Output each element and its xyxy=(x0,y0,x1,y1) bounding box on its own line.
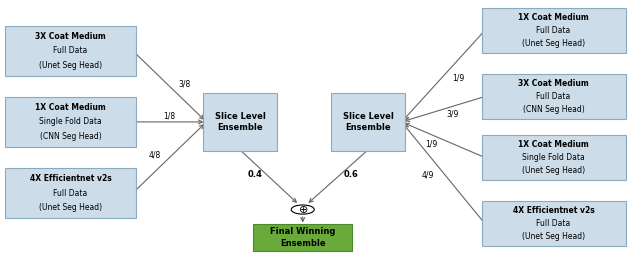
Text: Full Data: Full Data xyxy=(53,188,88,198)
Text: 4/9: 4/9 xyxy=(422,170,434,179)
Text: 3X Coat Medium: 3X Coat Medium xyxy=(35,32,106,41)
FancyBboxPatch shape xyxy=(481,135,625,180)
FancyBboxPatch shape xyxy=(253,224,352,251)
Text: 1X Coat Medium: 1X Coat Medium xyxy=(518,13,589,22)
Text: 4X Efficientnet v2s: 4X Efficientnet v2s xyxy=(513,206,595,215)
Text: 4/8: 4/8 xyxy=(148,151,161,160)
Text: (Unet Seg Head): (Unet Seg Head) xyxy=(522,166,585,175)
Text: 1/9: 1/9 xyxy=(452,74,465,83)
Text: (CNN Seg Head): (CNN Seg Head) xyxy=(523,105,584,114)
FancyBboxPatch shape xyxy=(481,8,625,53)
Text: Full Data: Full Data xyxy=(536,26,571,35)
Text: Slice Level
Ensemble: Slice Level Ensemble xyxy=(214,112,266,132)
Text: Final Winning
Ensemble: Final Winning Ensemble xyxy=(270,227,335,248)
Circle shape xyxy=(291,205,314,214)
Text: Single Fold Data: Single Fold Data xyxy=(39,117,102,126)
Text: Full Data: Full Data xyxy=(536,92,571,101)
Text: Single Fold Data: Single Fold Data xyxy=(522,153,585,162)
FancyBboxPatch shape xyxy=(481,201,625,246)
Text: 0.6: 0.6 xyxy=(344,170,359,179)
Text: 0.4: 0.4 xyxy=(248,170,263,179)
Text: (Unet Seg Head): (Unet Seg Head) xyxy=(522,232,585,241)
FancyBboxPatch shape xyxy=(4,26,136,76)
Text: 1X Coat Medium: 1X Coat Medium xyxy=(35,103,106,112)
FancyBboxPatch shape xyxy=(332,93,404,151)
Text: (Unet Seg Head): (Unet Seg Head) xyxy=(39,60,102,70)
Text: Slice Level
Ensemble: Slice Level Ensemble xyxy=(342,112,394,132)
Text: 1/8: 1/8 xyxy=(164,111,175,120)
Text: (CNN Seg Head): (CNN Seg Head) xyxy=(40,132,101,141)
Text: Full Data: Full Data xyxy=(53,46,88,55)
Text: 3/8: 3/8 xyxy=(179,80,191,88)
Text: $\oplus$: $\oplus$ xyxy=(298,204,308,215)
Text: 4X Efficientnet v2s: 4X Efficientnet v2s xyxy=(29,174,111,183)
Text: Full Data: Full Data xyxy=(536,219,571,228)
Text: 1/9: 1/9 xyxy=(426,139,438,149)
Text: (Unet Seg Head): (Unet Seg Head) xyxy=(522,39,585,48)
Text: 3X Coat Medium: 3X Coat Medium xyxy=(518,79,589,88)
FancyBboxPatch shape xyxy=(481,74,625,119)
FancyBboxPatch shape xyxy=(204,93,277,151)
FancyBboxPatch shape xyxy=(4,97,136,147)
Text: (Unet Seg Head): (Unet Seg Head) xyxy=(39,203,102,212)
Text: 1X Coat Medium: 1X Coat Medium xyxy=(518,140,589,149)
Text: 3/9: 3/9 xyxy=(447,110,459,119)
FancyBboxPatch shape xyxy=(4,168,136,218)
